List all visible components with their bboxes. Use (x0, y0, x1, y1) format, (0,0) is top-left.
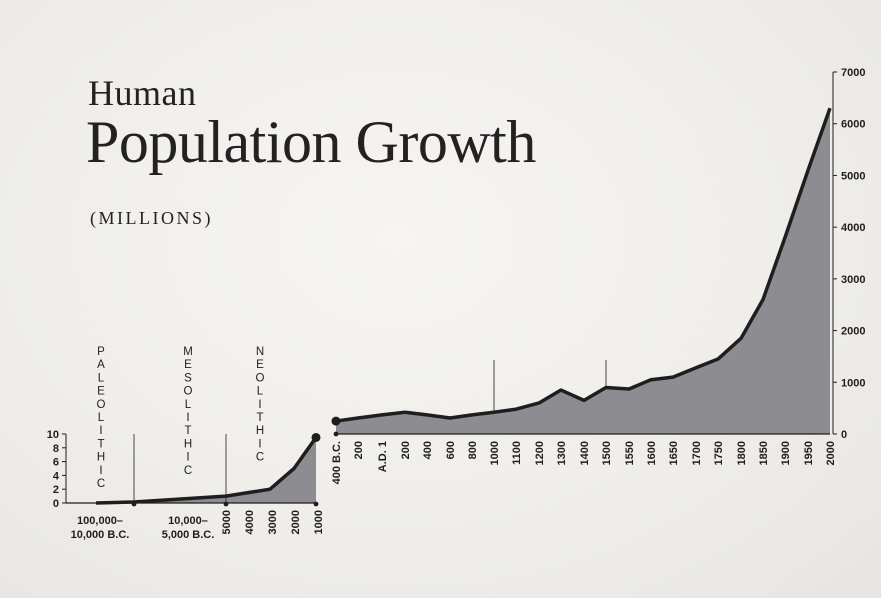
era-label-letter: H (97, 452, 105, 464)
era-label-letter: I (186, 412, 189, 424)
era-label-letter: O (97, 399, 106, 411)
right-y-tick-label: 6000 (841, 119, 865, 131)
x-tick-label: 1500 (601, 441, 613, 465)
x-tick-label: 4000 (244, 510, 256, 534)
era-label-letter: I (258, 399, 261, 411)
x-tick-label-mesolithic-range: 10,000– (168, 515, 208, 527)
era-label-letter: C (97, 478, 105, 490)
left-x-axis-marker (131, 501, 137, 507)
x-tick-label-mesolithic-range: 5,000 B.C. (162, 529, 215, 541)
left-y-tick-label: 8 (53, 443, 59, 455)
x-tick-label: 800 (467, 441, 479, 459)
x-tick-label: 3000 (267, 510, 279, 534)
unit-label: (MILLIONS) (90, 208, 213, 228)
era-label-letter: T (256, 412, 263, 424)
x-tick-label: 1200 (534, 441, 546, 465)
x-tick-label: A.D. 1 (377, 441, 389, 472)
era-label-letter: I (99, 465, 102, 477)
left-series-line (95, 436, 318, 505)
x-tick-label: 1100 (511, 441, 523, 465)
title-line-1: Human (88, 73, 197, 113)
chart-title: Population Growth (86, 109, 536, 175)
left-y-tick-label: 4 (53, 470, 60, 482)
left-y-tick-label: 10 (47, 429, 59, 441)
x-tick-label: 1000 (313, 510, 325, 534)
x-tick-label: 1700 (691, 441, 703, 465)
x-tick-label-paleolithic-range: 10,000 B.C. (71, 529, 130, 541)
era-label-letter: E (256, 359, 264, 371)
x-tick-label: 400 (422, 441, 434, 459)
era-label-letter: O (184, 386, 193, 398)
x-tick-label: 1600 (646, 441, 658, 465)
right-y-tick-label: 2000 (841, 326, 865, 338)
x-tick-label-paleolithic-range: 100,000– (77, 515, 123, 527)
era-label-letter: H (184, 438, 192, 450)
x-tick-label: 1000 (489, 441, 501, 465)
era-label-letter: N (256, 346, 264, 358)
era-label-letter: P (97, 346, 105, 358)
x-tick-label: 1750 (713, 441, 725, 465)
right-y-tick-label: 4000 (841, 222, 865, 234)
era-label-letter: L (185, 399, 192, 411)
x-tick-label: 5000 (221, 510, 233, 534)
x-tick-label: 1650 (668, 441, 680, 465)
era-label-letter: E (97, 386, 105, 398)
left-y-tick-label: 0 (53, 498, 59, 510)
x-tick-label: 1850 (758, 441, 770, 465)
x-tick-label: 1800 (736, 441, 748, 465)
era-label-letter: O (256, 372, 265, 384)
left-x-axis-marker (223, 501, 229, 507)
x-tick-label: 600 (445, 441, 457, 459)
era-label-letter: C (256, 452, 264, 464)
left-x-axis-marker (313, 501, 319, 507)
x-tick-label: 400 B.C. (331, 441, 343, 484)
era-label-letter: E (184, 359, 192, 371)
era-label-letter: S (184, 372, 192, 384)
era-label-letter: T (97, 438, 104, 450)
era-label-letter: L (98, 412, 105, 424)
era-label-letter: L (257, 386, 264, 398)
right-y-tick-label: 5000 (841, 170, 865, 182)
right-y-tick-label: 1000 (841, 377, 865, 389)
era-label-letter: L (98, 372, 105, 384)
era-label-letter: A (97, 359, 105, 371)
x-tick-label: 1550 (624, 441, 636, 465)
x-tick-label: 2000 (825, 441, 837, 465)
left-y-tick-label: 2 (53, 484, 59, 496)
right-area (336, 108, 830, 434)
x-tick-label: 1900 (780, 441, 792, 465)
era-label-letter: M (183, 346, 193, 358)
right-series-start-point (331, 416, 341, 426)
x-tick-label: 1950 (803, 441, 815, 465)
x-tick-label: 200 (353, 441, 365, 459)
x-tick-label: 1400 (579, 441, 591, 465)
right-y-tick-label: 3000 (841, 274, 865, 286)
x-tick-label: 200 (400, 441, 412, 459)
right-y-tick-label: 0 (841, 429, 847, 441)
left-area (66, 437, 316, 503)
right-y-tick-label: 7000 (841, 67, 865, 79)
right-series-line (335, 107, 832, 423)
x-tick-label: 1300 (556, 441, 568, 465)
era-label-letter: T (184, 425, 191, 437)
era-label-letter: H (256, 425, 264, 437)
right-x-axis-marker (333, 431, 339, 437)
era-label-letter: I (99, 425, 102, 437)
era-label-letter: C (184, 465, 192, 477)
x-tick-label: 2000 (290, 510, 302, 534)
era-label-letter: I (258, 438, 261, 450)
left-series-end-point (311, 432, 321, 442)
left-y-tick-label: 6 (53, 457, 59, 469)
era-label-letter: I (186, 452, 189, 464)
